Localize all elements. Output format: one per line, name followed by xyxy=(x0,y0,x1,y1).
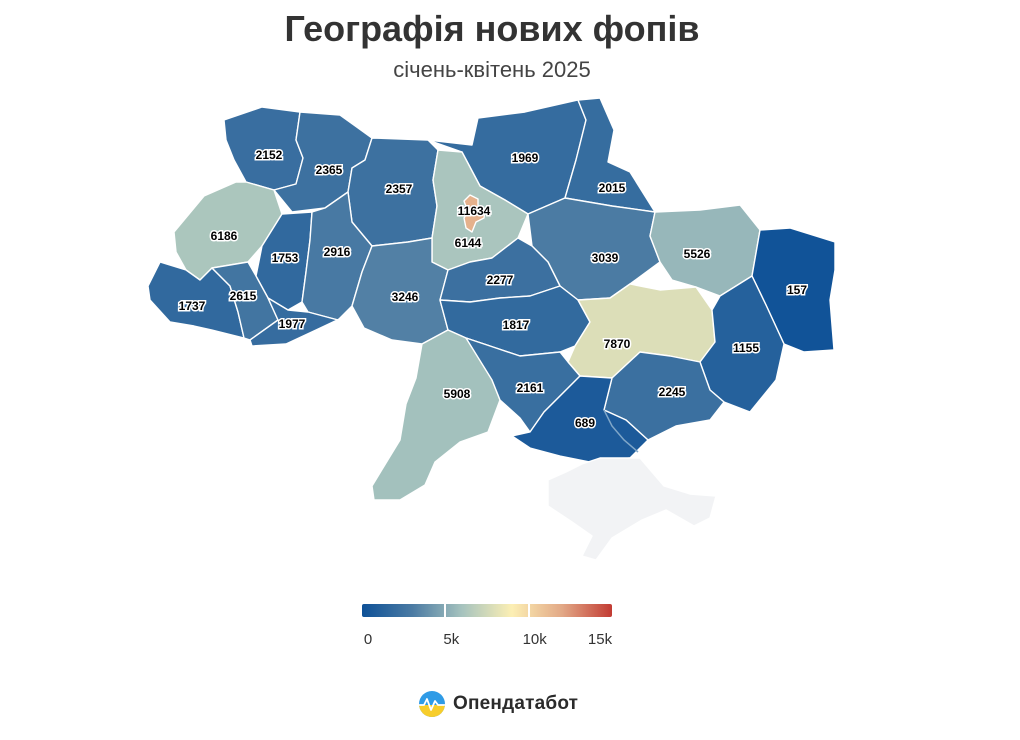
legend-tick-label: 0 xyxy=(363,631,373,648)
region-value-khmelnytskyi: 2916 xyxy=(324,245,351,259)
labels-layer: 2152 2365 2357 1969 2015 6186 1753 2916 11634 614… xyxy=(177,147,809,432)
region-value-chernivtsi: 1977 xyxy=(279,317,306,331)
region-value-chernihiv: 1969 xyxy=(512,151,539,165)
region-value-lviv: 6186 xyxy=(211,229,238,243)
region-value-poltava: 3039 xyxy=(592,251,619,265)
legend-gradient-bar xyxy=(362,604,612,617)
region-value-kirovohrad: 1817 xyxy=(503,318,530,332)
region-value-mykolaiv: 2161 xyxy=(517,381,544,395)
region-value-kharkiv: 5526 xyxy=(684,247,711,261)
map-subtitle: січень-квітень 2025 xyxy=(393,57,591,82)
region-value-donetsk: 1155 xyxy=(733,341,759,355)
region-value-zakarpattia: 1737 xyxy=(179,299,206,313)
brand-name: Опендатабот xyxy=(453,693,579,714)
region-crimea[interactable] xyxy=(547,457,717,561)
region-value-ivano-frankivsk: 2615 xyxy=(230,289,257,303)
region-value-zaporizhzhia: 2245 xyxy=(659,385,686,399)
regions-layer xyxy=(147,97,836,561)
legend-tick-mark xyxy=(527,604,530,617)
region-value-volyn: 2152 xyxy=(256,148,283,162)
region-value-luhansk: 157 xyxy=(787,283,807,297)
region-value-vinnytsia: 3246 xyxy=(392,290,419,304)
region-value-odesa: 5908 xyxy=(444,387,471,401)
region-chernivtsi[interactable] xyxy=(249,297,351,347)
color-legend: 0 5k 10k 15k xyxy=(362,604,614,664)
legend-tick-label: 15k xyxy=(587,631,613,648)
region-value-rivne: 2365 xyxy=(316,163,343,177)
legend-tick-label: 5k xyxy=(443,631,460,648)
legend-tick-label: 10k xyxy=(522,631,547,648)
map-title: Географія нових фопів xyxy=(284,8,700,49)
region-value-dnipropetrovsk: 7870 xyxy=(604,337,631,351)
region-kyiv-city[interactable] xyxy=(463,194,486,233)
region-value-kherson: 689 xyxy=(575,416,595,430)
opendatabot-logo-icon xyxy=(419,691,445,717)
region-value-sumy: 2015 xyxy=(599,181,626,195)
river-line xyxy=(603,409,639,453)
region-value-kyiv-oblast: 6144 xyxy=(455,236,482,250)
region-value-cherkasy: 2277 xyxy=(487,273,514,287)
region-value-zhytomyr: 2357 xyxy=(386,182,413,196)
ukraine-map: 2152 2365 2357 1969 2015 6186 1753 2916 11634 614… xyxy=(147,97,836,561)
region-value-kyiv-city: 11634 xyxy=(458,204,491,218)
legend-tick-mark xyxy=(444,604,447,617)
brand: Опендатабот xyxy=(418,688,578,720)
region-value-ternopil: 1753 xyxy=(272,251,299,265)
